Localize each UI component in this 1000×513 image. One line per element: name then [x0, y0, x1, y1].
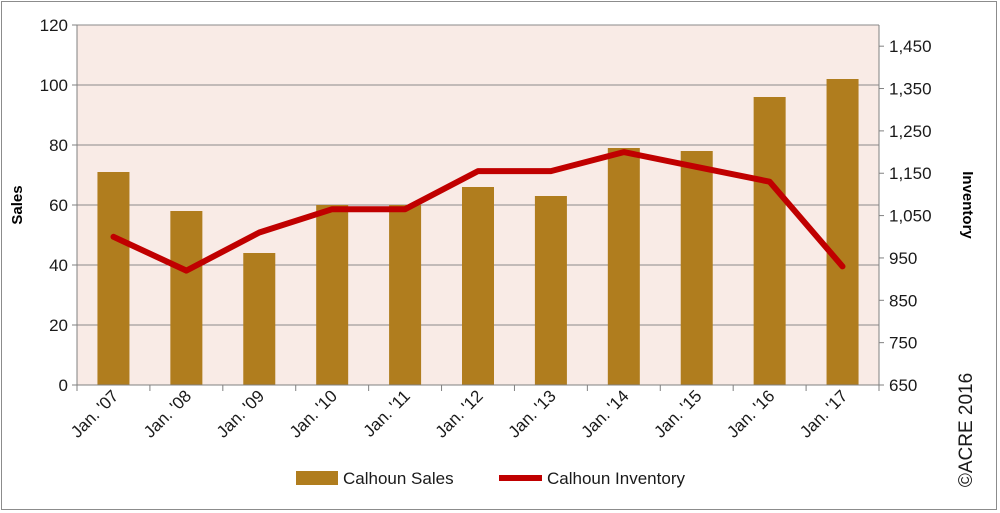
sales-bars — [97, 79, 859, 385]
right-axis-title: Inventory — [959, 171, 976, 239]
right-tick-label: 850 — [889, 291, 917, 310]
x-tick-label: Jan. '17 — [796, 386, 851, 441]
left-tick-label: 120 — [40, 16, 68, 35]
sales-bar — [316, 205, 349, 385]
legend-inventory-label: Calhoun Inventory — [547, 469, 685, 488]
sales-bar — [97, 172, 130, 385]
sales-bar — [534, 196, 567, 385]
right-tick-label: 1,150 — [889, 164, 932, 183]
sales-bar — [389, 205, 422, 385]
x-axis-ticks: Jan. '07 Jan. '08 Jan. '09 Jan. '10 Jan. '11… — [67, 386, 851, 441]
x-tick-label: Jan. '11 — [360, 386, 414, 440]
x-tick-label: Jan. '14 — [577, 386, 632, 441]
x-tick-label: Jan. '08 — [140, 386, 195, 441]
x-tick-label: Jan. '09 — [213, 386, 268, 441]
left-tick-label: 40 — [49, 256, 68, 275]
left-tick-label: 0 — [59, 376, 68, 395]
left-axis-title: Sales — [9, 185, 26, 224]
sales-bar — [680, 151, 713, 385]
right-tick-label: 1,250 — [889, 122, 932, 141]
right-tick-label: 650 — [889, 376, 917, 395]
sales-bar — [607, 148, 640, 385]
sales-bar — [170, 211, 203, 385]
right-tick-label: 750 — [889, 334, 917, 353]
copyright-text: ©ACRE 2016 — [956, 373, 977, 487]
sales-bar — [753, 97, 786, 385]
legend-sales-label: Calhoun Sales — [343, 469, 454, 488]
x-tick-label: Jan. '07 — [67, 386, 122, 441]
right-tick-label: 1,050 — [889, 207, 932, 226]
legend: Calhoun Sales Calhoun Inventory — [296, 469, 685, 488]
x-tick-label: Jan. '16 — [723, 386, 778, 441]
left-tick-label: 80 — [49, 136, 68, 155]
left-tick-label: 100 — [40, 76, 68, 95]
x-tick-label: Jan. '10 — [286, 386, 341, 441]
right-tick-label: 1,350 — [889, 80, 932, 99]
left-axis-ticks: 0 20 40 60 80 100 120 — [40, 16, 77, 395]
sales-bar — [243, 253, 276, 385]
x-tick-label: Jan. '15 — [650, 386, 705, 441]
legend-sales-swatch — [296, 471, 338, 485]
right-axis-ticks: 650 750 850 950 1,050 1,150 1,250 1,350 1,450 — [879, 37, 932, 395]
right-tick-label: 1,450 — [889, 37, 932, 56]
sales-bar — [462, 187, 494, 385]
sales-bar — [826, 79, 859, 385]
left-tick-label: 20 — [49, 316, 68, 335]
inventory-line — [110, 149, 846, 274]
x-tick-label: Jan. '13 — [505, 386, 560, 441]
left-tick-label: 60 — [49, 196, 68, 215]
x-tick-label: Jan. '12 — [432, 386, 487, 441]
right-tick-label: 950 — [889, 249, 917, 268]
